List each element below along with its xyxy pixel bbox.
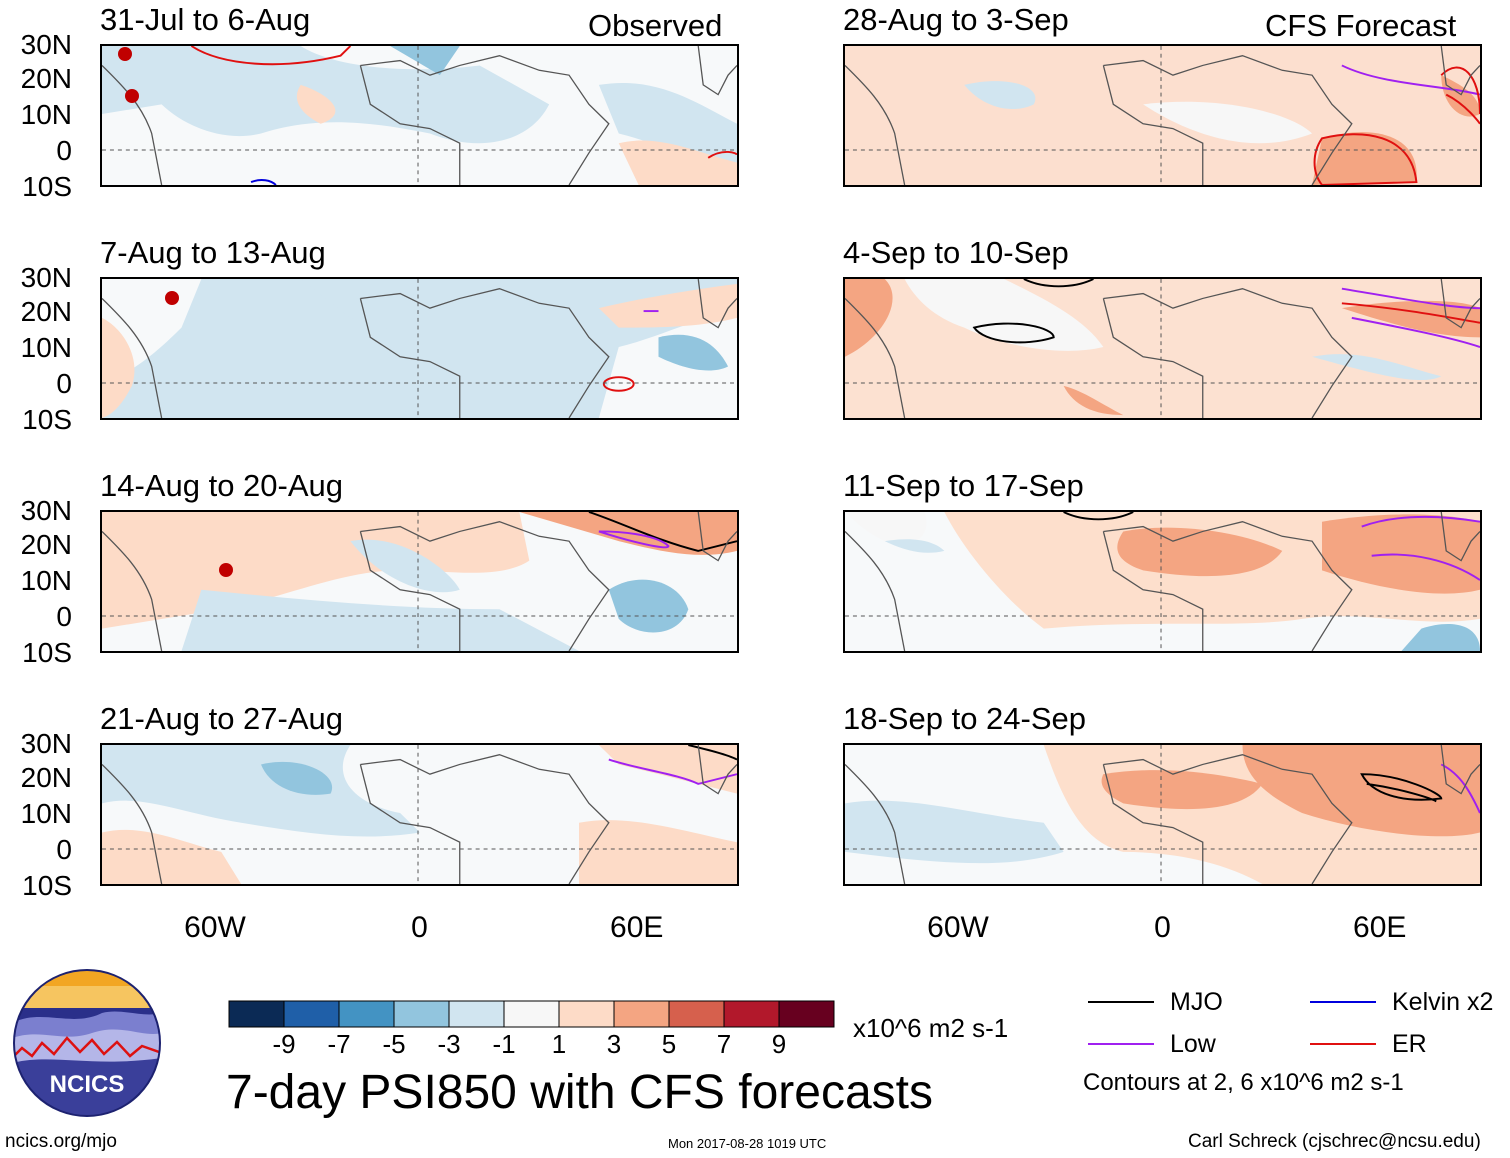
lat-label: 10N: [20, 332, 72, 363]
map-panel-obs-2: [100, 277, 739, 420]
legend-line-mjo: [1088, 1001, 1154, 1003]
lat-label: 30N: [20, 29, 72, 60]
colorbar-swatch: [778, 1000, 835, 1028]
colorbar-tick-label: 5: [661, 1029, 677, 1059]
legend-label-low: Low: [1170, 1030, 1216, 1058]
lat-label: 0: [56, 834, 72, 865]
lat-label: 20N: [20, 762, 72, 793]
map-panel-fcst-2: [843, 277, 1482, 420]
colorbar-tick-label: 7: [716, 1029, 732, 1059]
panel-title-obs-1: 31-Jul to 6-Aug: [100, 2, 311, 37]
map-panel-obs-3: [100, 510, 739, 653]
colorbar-units: x10^6 m2 s-1: [853, 1013, 1009, 1043]
lat-label: 0: [56, 368, 72, 399]
legend-line-er: [1310, 1043, 1376, 1045]
main-title: 7-day PSI850 with CFS forecasts: [226, 1066, 933, 1119]
lat-label: 20N: [20, 529, 72, 560]
panel-title-fcst-4: 18-Sep to 24-Sep: [843, 701, 1087, 736]
panel-title-fcst-3: 11-Sep to 17-Sep: [843, 468, 1084, 503]
colorbar-swatch: [558, 1000, 615, 1028]
lat-label: 10S: [22, 637, 72, 668]
storm-marker-icon: [165, 291, 179, 305]
lat-label: 10S: [22, 870, 72, 901]
colorbar-tick-label: -9: [272, 1029, 296, 1059]
lat-label: 30N: [20, 495, 72, 526]
lat-label: 10N: [20, 99, 72, 130]
colorbar-swatch: [503, 1000, 560, 1028]
lon-label: 0: [411, 911, 428, 944]
lat-label: 10N: [20, 798, 72, 829]
storm-marker-icons: [118, 47, 139, 103]
logo-text: NCICS: [50, 1071, 125, 1098]
colorbar-swatch: [338, 1000, 395, 1028]
panel-title-obs-2: 7-Aug to 13-Aug: [100, 235, 326, 270]
lat-label: 10N: [20, 565, 72, 596]
legend-label-kelvin: Kelvin x2: [1392, 988, 1494, 1016]
lon-label: 0: [1154, 911, 1171, 944]
lat-label: 30N: [20, 262, 72, 293]
panel-title-fcst-2: 4-Sep to 10-Sep: [843, 235, 1069, 270]
lat-label: 20N: [20, 63, 72, 94]
contours-note: Contours at 2, 6 x10^6 m2 s-1: [1083, 1069, 1404, 1096]
colorbar-tick-label: 9: [771, 1029, 787, 1059]
colorbar-tick-label: -7: [327, 1029, 351, 1059]
panel-title-obs-4: 21-Aug to 27-Aug: [100, 701, 344, 736]
colorbar-swatch: [613, 1000, 670, 1028]
map-panel-obs-1: [100, 44, 739, 187]
legend-line-kelvin: [1310, 1001, 1376, 1003]
legend-label-er: ER: [1392, 1030, 1427, 1058]
lon-label: 60W: [927, 911, 989, 944]
lon-label: 60W: [184, 911, 246, 944]
observed-label: Observed: [588, 8, 723, 43]
lon-label: 60E: [610, 911, 664, 944]
colorbar-tick-label: 1: [551, 1029, 567, 1059]
legend-line-low: [1088, 1043, 1154, 1045]
colorbar-tick-label: -1: [492, 1029, 516, 1059]
colorbar-tick-label: 3: [606, 1029, 622, 1059]
lat-label: 0: [56, 135, 72, 166]
footer-url[interactable]: ncics.org/mjo: [5, 1131, 117, 1152]
legend-label-mjo: MJO: [1170, 988, 1223, 1016]
panel-title-obs-3: 14-Aug to 20-Aug: [100, 468, 344, 503]
footer-timestamp: Mon 2017-08-28 1019 UTC: [668, 1136, 827, 1151]
panel-title-fcst-1: 28-Aug to 3-Sep: [843, 2, 1069, 37]
ncics-logo: NCICS: [13, 969, 161, 1117]
colorbar-swatch: [283, 1000, 340, 1028]
lat-label: 0: [56, 601, 72, 632]
footer-credit: Carl Schreck (cjschrec@ncsu.edu): [1188, 1131, 1481, 1152]
lat-label: 10S: [22, 404, 72, 435]
forecast-label: CFS Forecast: [1265, 8, 1457, 43]
colorbar-swatch: [393, 1000, 450, 1028]
map-panel-fcst-3: [843, 510, 1482, 653]
lon-label: 60E: [1353, 911, 1407, 944]
lat-label: 30N: [20, 728, 72, 759]
lat-label: 20N: [20, 296, 72, 327]
map-panel-fcst-4: [843, 743, 1482, 886]
map-panel-fcst-1: [843, 44, 1482, 187]
colorbar-tick-label: -3: [437, 1029, 461, 1059]
colorbar-swatch: [668, 1000, 725, 1028]
storm-marker-icon: [219, 563, 233, 577]
colorbar-swatch: [723, 1000, 780, 1028]
map-panel-obs-4: [100, 743, 739, 886]
colorbar-tick-label: -5: [382, 1029, 406, 1059]
colorbar-swatch: [448, 1000, 505, 1028]
lat-label: 10S: [22, 171, 72, 202]
colorbar: [228, 1000, 835, 1028]
colorbar-swatch: [228, 1000, 285, 1028]
